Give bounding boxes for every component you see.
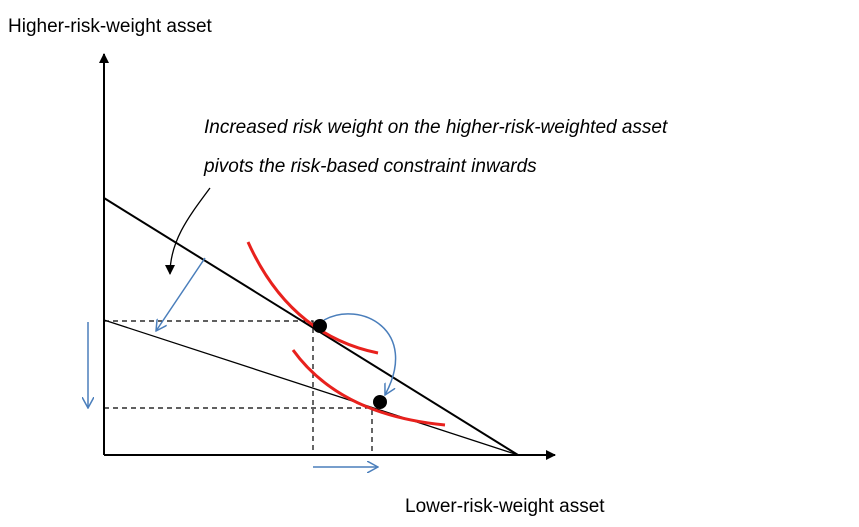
x-axis-label: Lower-risk-weight asset (405, 496, 605, 517)
dashed-guides (104, 320, 373, 455)
annotation-line: pivots the risk-based constraint inwards (203, 156, 537, 177)
constraint-line (103, 319, 519, 456)
annotation-line: Increased risk weight on the higher-risk… (204, 117, 668, 138)
annotation-arrow (165, 187, 211, 275)
equilibrium-point (373, 395, 387, 409)
y-axis-label: Higher-risk-weight asset (8, 16, 213, 37)
constraint-line (103, 197, 519, 456)
equilibrium-point (313, 319, 327, 333)
indifference-curve (291, 349, 446, 427)
indifference-curve (246, 241, 379, 355)
shift-arrows (88, 257, 397, 467)
